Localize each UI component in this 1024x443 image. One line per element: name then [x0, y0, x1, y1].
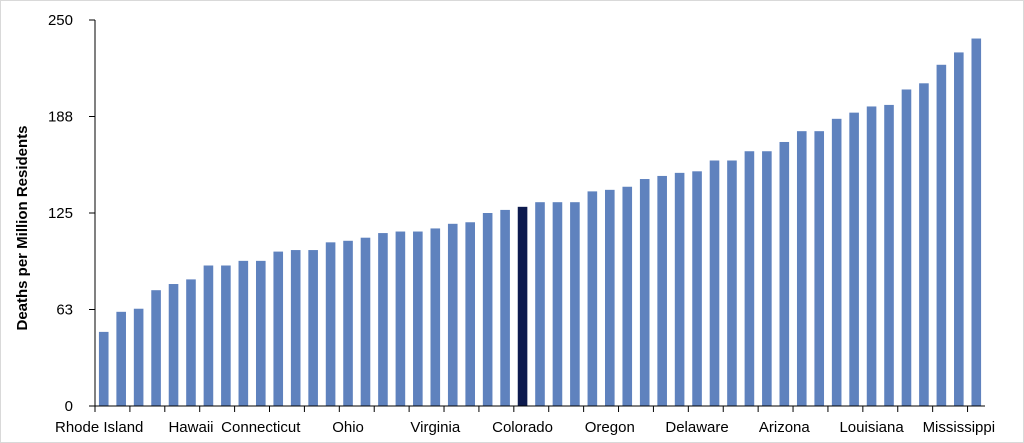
- bar: [814, 131, 825, 407]
- bar: [98, 331, 109, 406]
- bar: [692, 171, 702, 406]
- y-ticks-group: 0 63 125 188 250: [48, 12, 95, 415]
- bar: [849, 112, 859, 406]
- bar: [762, 151, 772, 406]
- bar: [186, 279, 196, 406]
- bar: [866, 106, 877, 407]
- bar: [779, 141, 790, 407]
- x-ticks-group: Rhode Island Hawaii Connecticut Ohio Virgini…: [55, 406, 995, 436]
- bar: [482, 213, 493, 406]
- bar: [447, 223, 458, 406]
- bar: [395, 231, 406, 406]
- bar: [116, 311, 126, 406]
- y-tick-label: 63: [56, 302, 73, 319]
- bar: [587, 191, 598, 406]
- x-tick-label: Hawaii: [168, 419, 213, 436]
- y-tick-label: 0: [65, 398, 73, 415]
- x-tick-label: Ohio: [332, 419, 364, 436]
- bar: [639, 179, 650, 406]
- bar: [151, 290, 161, 406]
- bar: [343, 240, 353, 406]
- bar: [238, 260, 249, 406]
- x-tick-label: Mississippi: [923, 419, 996, 436]
- bar: [465, 222, 475, 406]
- bar: [430, 228, 441, 406]
- x-tick-label: Rhode Island: [55, 419, 143, 436]
- bar: [570, 202, 580, 406]
- bar: [884, 104, 894, 407]
- bar: [936, 64, 947, 406]
- bar: [360, 237, 371, 406]
- x-tick-label: Delaware: [665, 419, 728, 436]
- bar: [168, 284, 179, 406]
- x-tick-label: Arizona: [759, 419, 811, 436]
- x-tick-label: Virginia: [410, 419, 460, 436]
- bar: [290, 250, 301, 406]
- bar: [709, 160, 720, 406]
- bar: [919, 83, 929, 407]
- x-tick-label: Connecticut: [221, 419, 301, 436]
- x-tick-label: Louisiana: [839, 419, 904, 436]
- bar: [674, 172, 685, 406]
- bar: [203, 265, 214, 406]
- bar: [535, 202, 545, 406]
- bar: [378, 233, 388, 406]
- bar: [133, 308, 144, 406]
- bar: [622, 186, 633, 406]
- bar: [221, 265, 231, 406]
- bar: [831, 118, 842, 406]
- bar: [901, 89, 912, 406]
- y-axis-title: Deaths per Million Residents: [14, 125, 31, 330]
- bars-group: [98, 38, 982, 407]
- bar: [605, 189, 615, 406]
- bar: [657, 175, 667, 406]
- bar: [413, 231, 423, 406]
- bar: [971, 38, 982, 406]
- bar: [796, 131, 807, 407]
- bar: [325, 242, 336, 406]
- bar: [500, 209, 510, 406]
- y-tick-label: 250: [48, 12, 73, 29]
- bar-highlighted: [517, 206, 528, 406]
- bar: [273, 251, 284, 406]
- bar: [954, 52, 964, 407]
- bar: [255, 260, 266, 406]
- x-tick-label: Oregon: [585, 419, 635, 436]
- y-tick-label: 125: [48, 205, 73, 222]
- bar: [552, 202, 563, 406]
- bar: [744, 151, 755, 406]
- bar: [727, 160, 737, 406]
- y-tick-label: 188: [48, 109, 73, 126]
- bar: [308, 250, 318, 406]
- x-tick-label: Colorado: [492, 419, 553, 436]
